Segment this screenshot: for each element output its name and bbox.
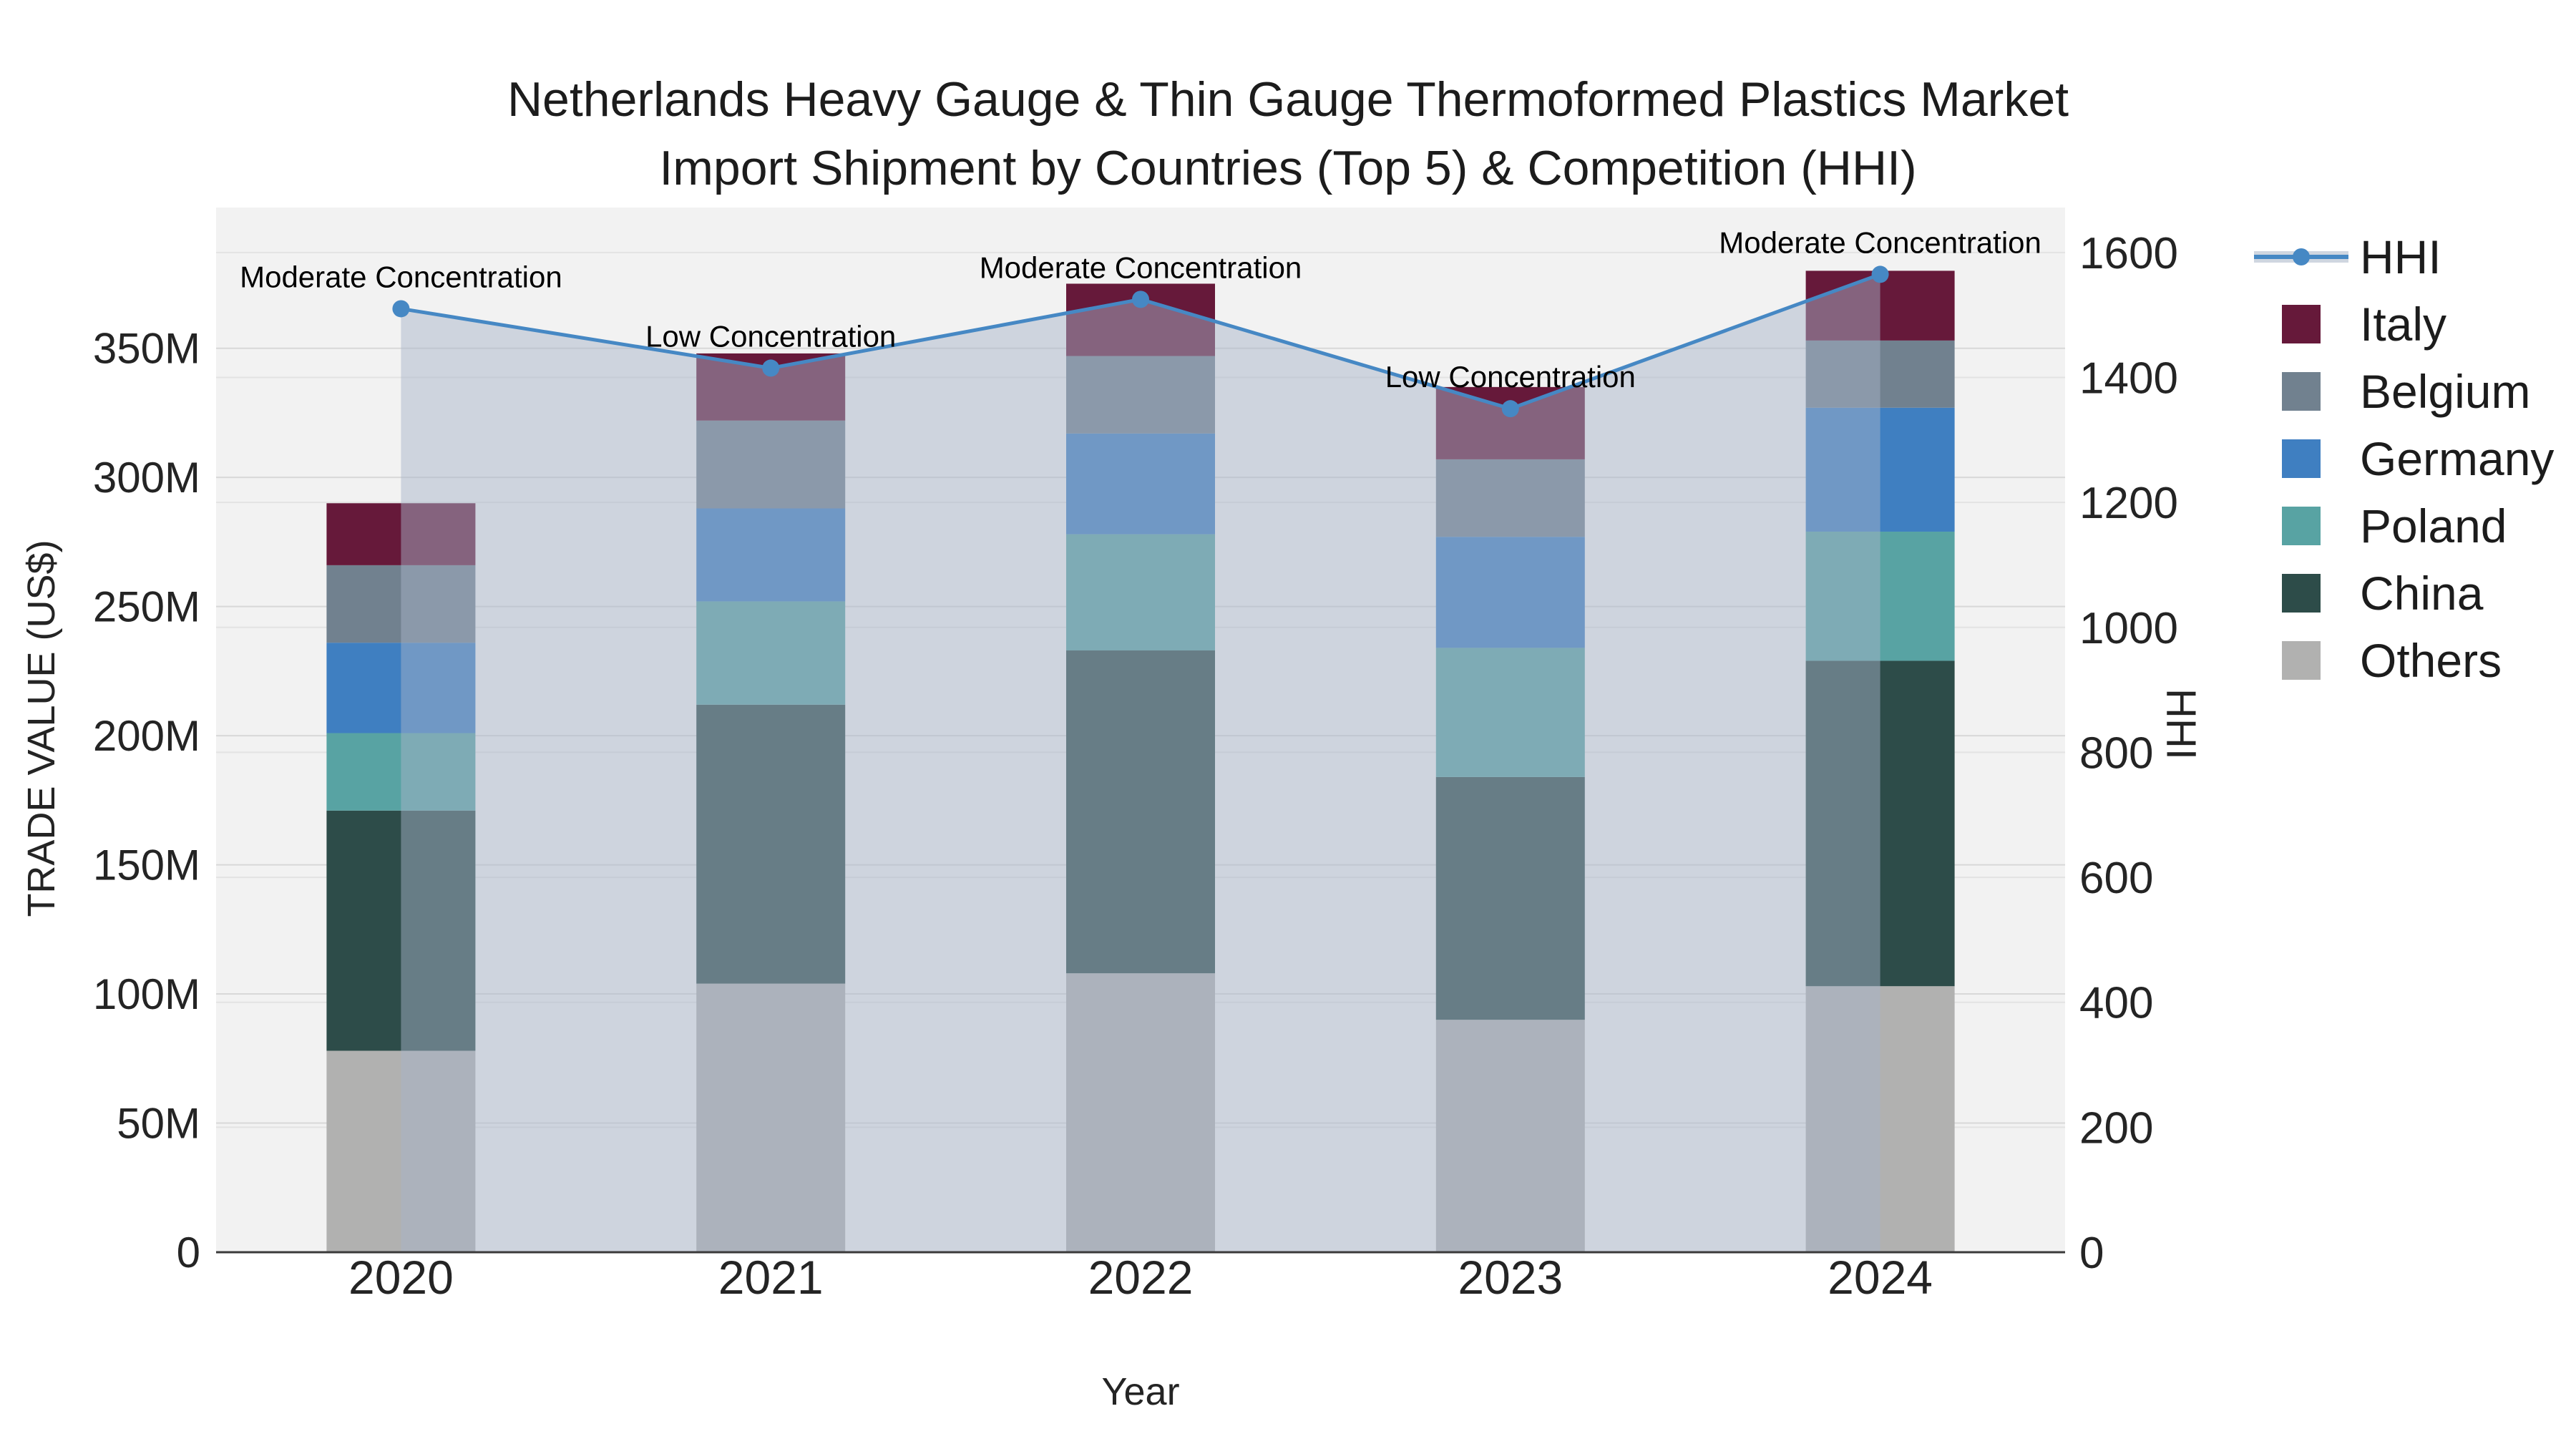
legend-item-others[interactable]: Others xyxy=(2254,627,2554,694)
color-swatch-icon xyxy=(2254,574,2348,613)
annotation-2022: Moderate Concentration xyxy=(980,250,1302,284)
chart-title-line1: Netherlands Heavy Gauge & Thin Gauge The… xyxy=(507,72,2069,127)
left-tick-label: 250M xyxy=(93,583,200,631)
bar-segment-2022-poland[interactable] xyxy=(1066,534,1215,651)
legend-label: China xyxy=(2360,567,2484,620)
bar-segment-2024-poland[interactable] xyxy=(1805,531,1955,661)
x-tick-label: 2022 xyxy=(1088,1251,1194,1304)
bar-segment-2023-germany[interactable] xyxy=(1435,537,1585,648)
hhi-marker-2022[interactable] xyxy=(1132,291,1149,308)
bar-segment-2021-others[interactable] xyxy=(696,983,846,1252)
legend-label: HHI xyxy=(2360,230,2441,283)
bar-segment-2021-poland[interactable] xyxy=(696,601,846,705)
bar-segment-2020-poland[interactable] xyxy=(326,733,476,811)
left-tick-label: 200M xyxy=(93,712,200,760)
bar-segment-2023-others[interactable] xyxy=(1435,1020,1585,1252)
chart-title-line2: Import Shipment by Countries (Top 5) & C… xyxy=(659,141,1917,195)
bar-segment-2022-china[interactable] xyxy=(1066,650,1215,974)
x-tick-label: 2023 xyxy=(1458,1251,1563,1304)
x-tick-label: 2024 xyxy=(1828,1251,1933,1304)
legend-item-italy[interactable]: Italy xyxy=(2254,291,2554,358)
legend-label: Italy xyxy=(2360,298,2447,351)
bar-segment-2023-poland[interactable] xyxy=(1435,648,1585,777)
right-tick-label: 1400 xyxy=(2079,354,2178,404)
annotation-2021: Low Concentration xyxy=(645,319,896,353)
hhi-marker-2020[interactable] xyxy=(392,300,410,318)
bar-segment-2020-belgium[interactable] xyxy=(326,565,476,643)
left-tick-label: 100M xyxy=(93,970,200,1018)
x-tick-label: 2020 xyxy=(348,1251,454,1304)
legend: HHI Italy Belgium Germany Poland China Others xyxy=(2254,223,2554,694)
legend-item-germany[interactable]: Germany xyxy=(2254,425,2554,492)
right-tick-label: 1000 xyxy=(2079,604,2178,653)
bar-segment-2020-others[interactable] xyxy=(326,1050,476,1252)
color-swatch-icon xyxy=(2254,372,2348,411)
bar-segment-2020-italy[interactable] xyxy=(326,503,476,565)
bar-segment-2023-italy[interactable] xyxy=(1435,386,1585,459)
hhi-marker-2024[interactable] xyxy=(1871,265,1889,283)
bar-segment-2021-china[interactable] xyxy=(696,704,846,984)
bar-segment-2020-germany[interactable] xyxy=(326,643,476,733)
right-tick-label: 600 xyxy=(2079,854,2153,903)
left-tick-label: 0 xyxy=(177,1229,200,1277)
legend-item-belgium[interactable]: Belgium xyxy=(2254,358,2554,425)
left-tick-label: 150M xyxy=(93,841,200,889)
annotation-2023: Low Concentration xyxy=(1385,360,1636,394)
bar-segment-2021-belgium[interactable] xyxy=(696,420,846,509)
color-swatch-icon xyxy=(2254,305,2348,343)
right-tick-label: 200 xyxy=(2079,1103,2153,1153)
legend-label: Belgium xyxy=(2360,365,2531,418)
left-tick-label: 50M xyxy=(117,1100,200,1148)
hhi-marker-2021[interactable] xyxy=(762,359,780,377)
legend-label: Others xyxy=(2360,634,2502,687)
x-tick-label: 2021 xyxy=(718,1251,824,1304)
x-axis-title: Year xyxy=(1101,1370,1180,1413)
legend-item-poland[interactable]: Poland xyxy=(2254,492,2554,560)
bar-segment-2024-belgium[interactable] xyxy=(1805,340,1955,408)
left-axis-title: TRADE VALUE (US$) xyxy=(20,540,63,917)
color-swatch-icon xyxy=(2254,641,2348,680)
hhi-line-key-icon xyxy=(2254,238,2348,276)
color-swatch-icon xyxy=(2254,507,2348,545)
bar-segment-2024-others[interactable] xyxy=(1805,986,1955,1252)
color-swatch-icon xyxy=(2254,439,2348,478)
legend-item-china[interactable]: China xyxy=(2254,560,2554,627)
bar-segment-2021-germany[interactable] xyxy=(696,508,846,602)
right-tick-label: 1200 xyxy=(2079,479,2178,528)
right-tick-label: 400 xyxy=(2079,979,2153,1028)
annotation-2024: Moderate Concentration xyxy=(1719,225,2041,259)
right-tick-label: 800 xyxy=(2079,728,2153,778)
hhi-area-fill xyxy=(401,274,1880,1253)
right-tick-label: 0 xyxy=(2079,1229,2104,1278)
hhi-marker-2023[interactable] xyxy=(1501,400,1519,418)
bar-segment-2024-germany[interactable] xyxy=(1805,407,1955,532)
right-tick-label: 1600 xyxy=(2079,229,2178,278)
annotation-2020: Moderate Concentration xyxy=(240,260,562,293)
left-tick-label: 300M xyxy=(93,454,200,502)
bar-segment-2024-china[interactable] xyxy=(1805,660,1955,987)
legend-label: Poland xyxy=(2360,499,2507,552)
legend-label: Germany xyxy=(2360,432,2555,485)
legend-item-hhi[interactable]: HHI xyxy=(2254,223,2554,291)
left-tick-label: 350M xyxy=(93,325,200,373)
bar-segment-2023-china[interactable] xyxy=(1435,776,1585,1020)
bar-segment-2022-others[interactable] xyxy=(1066,973,1215,1252)
bar-segment-2022-belgium[interactable] xyxy=(1066,356,1215,434)
bar-segment-2022-germany[interactable] xyxy=(1066,433,1215,535)
bar-segment-2020-china[interactable] xyxy=(326,810,476,1051)
bar-segment-2023-belgium[interactable] xyxy=(1435,459,1585,537)
right-axis-title: HHI xyxy=(2157,688,2205,760)
